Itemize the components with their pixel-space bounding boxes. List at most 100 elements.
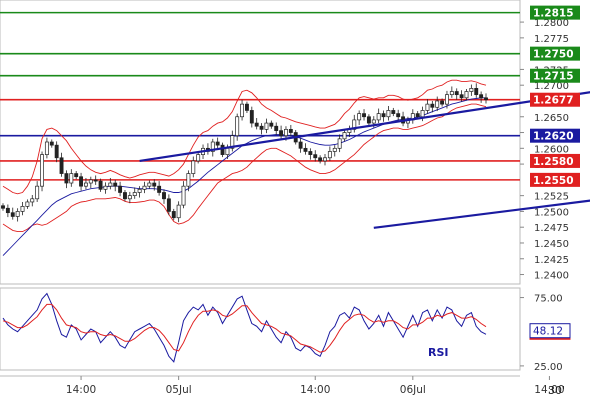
y-tick-label: 1.2800	[534, 18, 569, 29]
candle-body	[259, 125, 264, 130]
level-value-label: 1.2715	[533, 71, 574, 83]
candle-body	[93, 179, 98, 182]
candle	[269, 120, 274, 129]
candle-body	[420, 110, 425, 118]
candle	[430, 100, 435, 113]
candle-body	[435, 100, 440, 108]
candle-body	[103, 185, 108, 190]
candle	[240, 99, 245, 121]
candle	[332, 145, 337, 157]
candle	[469, 84, 474, 96]
candle-body	[74, 173, 79, 178]
candle-body	[303, 147, 308, 152]
candle-body	[191, 160, 196, 174]
candle	[25, 199, 30, 209]
candle-body	[396, 113, 401, 118]
rsi-value-label: 48.12	[533, 326, 563, 338]
candle-body	[459, 94, 464, 99]
level-value-label: 1.2677	[533, 95, 574, 107]
level-value-label: 1.2620	[533, 131, 574, 143]
candle	[308, 148, 313, 160]
timeframe-label: 30'	[548, 384, 565, 397]
candle	[449, 86, 454, 98]
candle	[171, 208, 176, 221]
candle-body	[230, 135, 235, 149]
candle	[254, 118, 259, 130]
candle	[108, 177, 113, 190]
y-tick-label: 1.2700	[534, 81, 569, 92]
candle	[113, 179, 118, 192]
level-value-label: 1.2580	[533, 156, 574, 168]
y-tick-label: 1.2500	[534, 207, 569, 218]
candle-body	[196, 154, 201, 162]
candle	[274, 122, 279, 136]
y-tick-label: 1.2475	[534, 223, 569, 234]
candle	[152, 179, 157, 191]
candle	[220, 142, 225, 158]
candle-body	[357, 113, 362, 121]
candle-body	[59, 157, 64, 174]
candle	[425, 99, 430, 114]
candle	[20, 201, 25, 216]
rsi-plot-area	[0, 287, 521, 371]
candle	[127, 191, 132, 204]
candle-body	[98, 180, 103, 190]
y-tick-label: 1.2450	[534, 239, 569, 250]
candle	[337, 134, 342, 153]
y-tick-label: 1.2650	[534, 113, 569, 124]
candle-body	[162, 192, 166, 200]
candle	[142, 181, 147, 194]
candle-body	[440, 100, 445, 105]
candle-body	[425, 103, 430, 111]
candle-body	[49, 141, 54, 146]
x-tick-label: 14:00	[300, 384, 330, 396]
candle	[303, 143, 308, 155]
axes: 1.28001.27751.27251.27001.26501.26251.26…	[0, 5, 580, 396]
candle	[210, 138, 215, 157]
candle	[157, 181, 162, 196]
candle-body	[366, 116, 371, 124]
level-value-box	[530, 172, 580, 187]
candle-body	[69, 173, 74, 184]
candle	[40, 151, 44, 192]
candle	[327, 146, 332, 161]
level-value-box	[530, 46, 580, 61]
candle-body	[147, 182, 152, 187]
candle	[10, 207, 15, 220]
candle-body	[445, 94, 449, 105]
rsi-panel	[2, 292, 487, 363]
candle-body	[391, 110, 396, 114]
candle-body	[469, 88, 474, 92]
candle	[5, 204, 10, 218]
rsi-tick-label: 25.00	[534, 362, 563, 373]
candle	[454, 88, 459, 100]
candle	[396, 109, 401, 122]
candle-body	[254, 122, 259, 127]
candle	[391, 107, 396, 117]
y-tick-label: 1.2400	[534, 271, 569, 282]
candle	[137, 186, 142, 198]
candle-body	[20, 206, 25, 212]
candle-body	[386, 110, 391, 118]
candle-body	[284, 129, 288, 137]
channel-line	[373, 199, 590, 229]
candle-body	[142, 185, 147, 190]
candle-body	[30, 198, 35, 203]
candle-body	[313, 154, 318, 159]
candle	[235, 113, 240, 141]
level-value-label: 1.2815	[533, 8, 574, 20]
candle-body	[35, 185, 40, 200]
candle	[342, 130, 347, 142]
candle-body	[113, 182, 118, 187]
level-value-box	[530, 5, 580, 20]
candle-body	[362, 113, 366, 118]
candle	[474, 83, 479, 98]
candle-body	[186, 173, 191, 187]
candle-body	[5, 207, 10, 214]
candle-body	[376, 113, 381, 121]
candle	[54, 141, 59, 163]
candle-body	[44, 141, 49, 155]
x-tick-label: 14:00	[534, 384, 564, 396]
candle-body	[40, 154, 44, 187]
candle	[30, 195, 35, 207]
